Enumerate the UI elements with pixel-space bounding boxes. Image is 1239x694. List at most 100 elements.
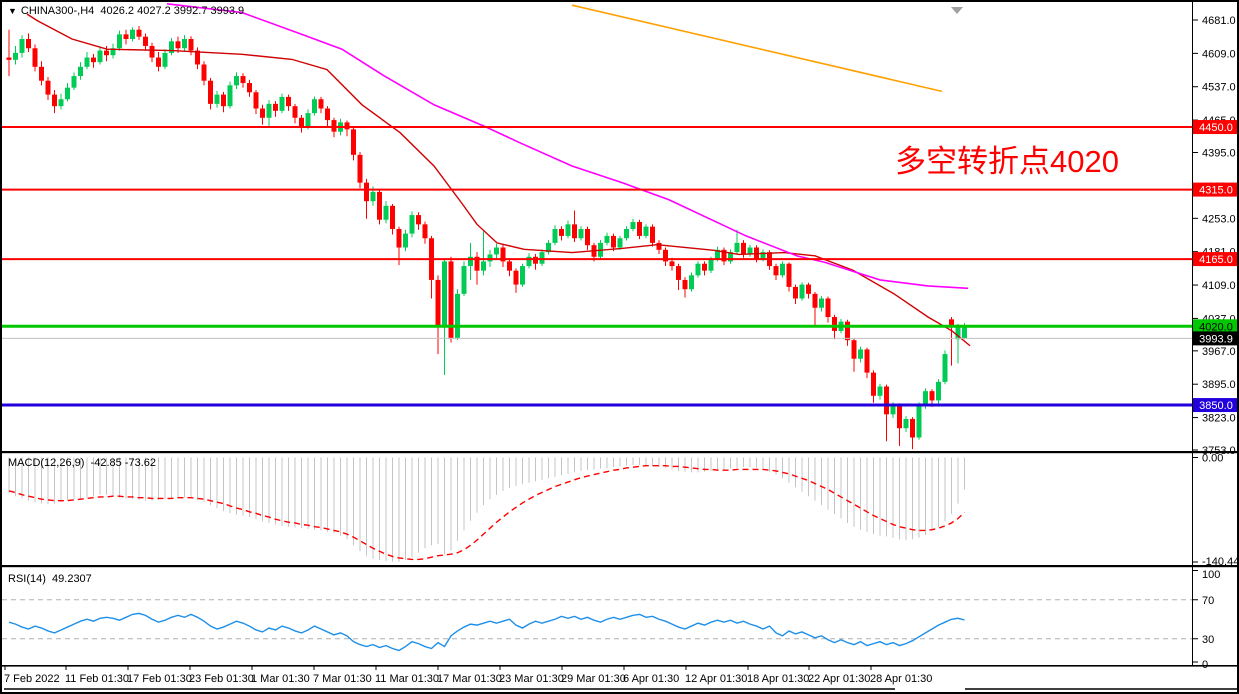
rsi-scale-label: 30 bbox=[1202, 634, 1214, 646]
candle-body bbox=[812, 293, 818, 308]
candle-body bbox=[52, 94, 57, 107]
candle-body bbox=[929, 391, 935, 401]
time-axis-label: 1 Mar 01:30 bbox=[251, 673, 310, 685]
candle-body bbox=[208, 80, 213, 104]
candle-body bbox=[214, 94, 220, 104]
candle-body bbox=[383, 205, 389, 220]
candle-body bbox=[656, 242, 662, 250]
candle-body bbox=[923, 391, 928, 406]
candle-body bbox=[708, 259, 714, 271]
candle-body bbox=[247, 83, 252, 93]
time-axis-label: 11 Feb 01:30 bbox=[65, 673, 129, 685]
candle-body bbox=[403, 233, 408, 248]
candle-body bbox=[273, 103, 278, 111]
price-tick-label: 4253.0 bbox=[1202, 213, 1236, 225]
candle-body bbox=[825, 298, 831, 318]
candle-body bbox=[370, 191, 376, 202]
candle-body bbox=[136, 29, 142, 37]
candle-body bbox=[331, 120, 337, 132]
macd-signal-line bbox=[8, 464, 965, 561]
candle-body bbox=[39, 66, 44, 81]
axis-badge-label: 4165.0 bbox=[1199, 254, 1233, 266]
time-axis-label: 18 Apr 01:30 bbox=[747, 673, 809, 685]
candle-body bbox=[364, 182, 369, 202]
collapse-triangle-icon[interactable]: ▼ bbox=[8, 6, 17, 16]
price-tick-label: 3895.0 bbox=[1202, 379, 1236, 391]
macd-scale-top-label: 0.00 bbox=[1202, 453, 1223, 465]
candle-body bbox=[734, 242, 740, 253]
axis-badge-label: 4450.0 bbox=[1199, 122, 1233, 134]
candle-body bbox=[468, 256, 473, 267]
candle-body bbox=[26, 38, 31, 49]
candle-body bbox=[481, 261, 486, 271]
candle-body bbox=[689, 275, 694, 290]
axis-badge bbox=[1193, 182, 1237, 197]
candle-body bbox=[864, 349, 870, 373]
candle-body bbox=[455, 293, 460, 338]
candle-body bbox=[292, 106, 298, 118]
candle-body bbox=[188, 38, 194, 51]
candle-body bbox=[240, 76, 246, 84]
candle-body bbox=[474, 256, 480, 271]
candle-body bbox=[884, 386, 889, 415]
candle-body bbox=[949, 319, 954, 328]
candle-body bbox=[741, 242, 746, 255]
candle-body bbox=[448, 261, 454, 338]
candle-body bbox=[650, 226, 655, 243]
candle-body bbox=[91, 57, 96, 63]
candle-body bbox=[780, 263, 785, 276]
candle-body bbox=[916, 405, 922, 438]
candle-body bbox=[773, 266, 779, 276]
candle-body bbox=[123, 34, 129, 39]
candle-body bbox=[143, 36, 148, 46]
candle-body bbox=[565, 224, 571, 236]
candle-body bbox=[721, 249, 727, 262]
time-axis-label: 23 Mar 01:30 bbox=[499, 673, 564, 685]
candle-body bbox=[669, 261, 675, 267]
candle-body bbox=[461, 266, 467, 294]
time-axis-label: 17 Feb 01:30 bbox=[127, 673, 192, 685]
candle-body bbox=[234, 76, 239, 86]
candle-body bbox=[325, 108, 330, 121]
ohlc-readout: 4026.2 4027.2 3992.7 3993.9 bbox=[100, 5, 245, 17]
candle-body bbox=[435, 279, 441, 327]
candle-body bbox=[286, 96, 291, 107]
price-tick-label: 4609.0 bbox=[1202, 48, 1236, 60]
symbol-timeframe-label: CHINA300-,H4 bbox=[20, 5, 95, 17]
candle-body bbox=[260, 108, 265, 118]
axis-badge bbox=[1193, 252, 1237, 267]
axis-badge bbox=[1193, 319, 1237, 334]
candle-body bbox=[942, 354, 948, 382]
candle-body bbox=[13, 52, 18, 60]
candle-body bbox=[526, 256, 532, 267]
candle-body bbox=[897, 405, 902, 429]
axis-badge-label: 4020.0 bbox=[1199, 321, 1233, 333]
axis-badge-label: 4315.0 bbox=[1199, 185, 1233, 197]
macd-rsi-divider bbox=[2, 565, 1237, 568]
candle-body bbox=[182, 38, 187, 49]
axis-badge bbox=[1193, 331, 1237, 346]
macd-scale-bottom-label: -140.44 bbox=[1202, 556, 1239, 568]
axis-badge-label: 3850.0 bbox=[1199, 400, 1233, 412]
candle-body bbox=[585, 228, 590, 246]
candle-body bbox=[201, 64, 207, 81]
candle-body bbox=[500, 247, 506, 262]
candle-body bbox=[156, 57, 161, 67]
candle-body bbox=[344, 122, 350, 130]
candle-body bbox=[715, 249, 720, 260]
candle-body bbox=[6, 57, 12, 60]
candle-body bbox=[851, 340, 857, 359]
candle-body bbox=[819, 298, 824, 308]
candle-body bbox=[390, 205, 395, 229]
candle-body bbox=[409, 215, 415, 234]
candle-body bbox=[546, 242, 551, 253]
orange-trendline bbox=[571, 4, 943, 93]
candle-body bbox=[910, 418, 915, 438]
rsi-indicator-label: RSI(14) 49.2307 bbox=[8, 573, 92, 585]
candle-body bbox=[728, 252, 733, 262]
time-axis-label: 11 Mar 01:30 bbox=[375, 673, 439, 685]
candle-body bbox=[318, 99, 324, 109]
candle-body bbox=[793, 286, 798, 299]
